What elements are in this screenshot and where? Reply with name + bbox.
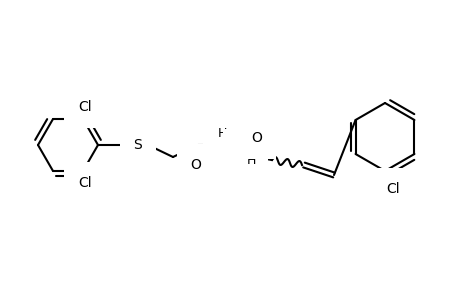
Text: N: N	[236, 143, 246, 157]
Text: O: O	[190, 158, 201, 172]
Text: H: H	[217, 127, 226, 140]
Text: Cl: Cl	[386, 182, 399, 196]
Text: Cl: Cl	[78, 100, 92, 114]
Text: H: H	[246, 154, 255, 166]
Text: S: S	[133, 138, 142, 152]
Text: O: O	[251, 131, 262, 145]
Text: N: N	[216, 136, 227, 150]
Text: Cl: Cl	[78, 176, 92, 190]
